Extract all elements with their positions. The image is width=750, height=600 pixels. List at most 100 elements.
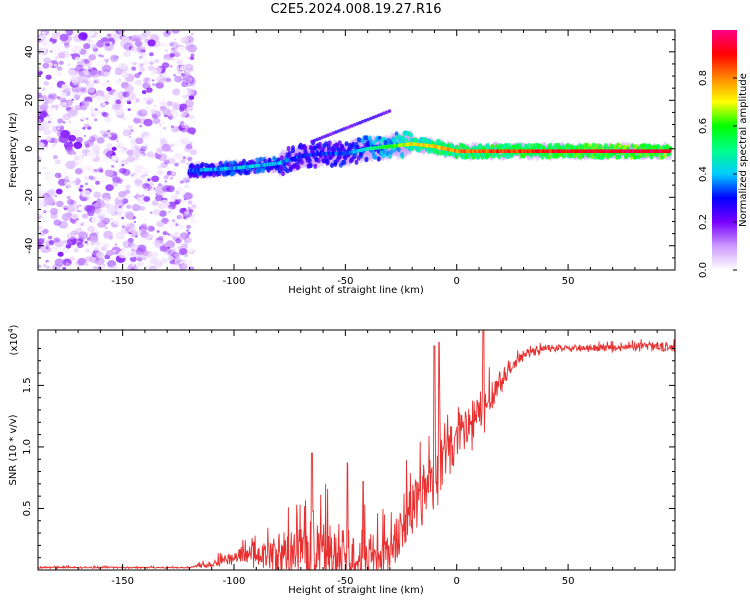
noise-blob	[143, 218, 149, 223]
noise-blob	[172, 88, 181, 96]
snr-x-ticks: -150 -100 -50 0 50	[55, 330, 658, 587]
ridge-cell	[404, 137, 409, 143]
noise-blob	[151, 200, 159, 206]
ridge-cell	[400, 152, 405, 158]
noise-blob	[38, 44, 42, 49]
noise-blob	[120, 159, 129, 166]
noise-blob	[111, 68, 115, 71]
noise-blob	[148, 265, 157, 270]
noise-blob	[136, 260, 144, 267]
noise-blob	[106, 33, 112, 38]
noise-blob	[170, 143, 175, 147]
noise-blob	[95, 95, 103, 102]
noise-blob	[128, 135, 132, 139]
noise-blob	[179, 189, 187, 195]
noise-blob	[56, 200, 64, 208]
noise-blob	[115, 231, 125, 240]
noise-blob	[183, 259, 193, 267]
colorbar-tick-label: 0.0	[698, 262, 709, 278]
noise-blob	[187, 198, 196, 206]
noise-blob	[38, 225, 43, 230]
noise-blob	[110, 134, 118, 141]
noise-blob	[56, 66, 63, 71]
noise-blob	[151, 69, 159, 75]
ridge-cell	[364, 156, 369, 163]
noise-blob	[174, 231, 180, 237]
noise-blob	[118, 250, 128, 259]
colorbar-tick-label: 0.8	[698, 70, 709, 86]
noise-blob	[83, 59, 90, 64]
noise-blob	[136, 45, 146, 54]
noise-blob	[72, 248, 76, 252]
noise-blob	[167, 233, 171, 236]
noise-blob	[162, 126, 167, 130]
noise-blob	[108, 115, 112, 119]
noise-blob	[137, 190, 144, 196]
noise-blob	[38, 184, 46, 193]
noise-blob	[53, 142, 57, 146]
noise-blob	[151, 227, 155, 231]
noise-blob	[45, 74, 52, 80]
spectrogram-xtick-label: 0	[454, 276, 460, 287]
noise-blob	[163, 175, 169, 180]
noise-blob	[66, 39, 70, 43]
harmonic-cell	[331, 131, 336, 135]
noise-blob	[41, 238, 45, 241]
noise-blob	[176, 59, 184, 65]
noise-blob	[152, 83, 156, 87]
noise-blob	[86, 198, 91, 202]
noise-blob	[184, 192, 194, 200]
noise-blob	[91, 144, 101, 153]
ridge-cell	[622, 144, 627, 150]
noise-blob	[64, 140, 68, 144]
noise-blob	[51, 137, 58, 144]
noise-blob	[78, 32, 88, 41]
noise-blob	[93, 51, 98, 55]
noise-blob	[149, 102, 158, 110]
noise-blob	[125, 184, 131, 190]
ridge-cell	[279, 155, 284, 161]
ridge-cell	[632, 154, 637, 160]
noise-blob	[116, 178, 123, 184]
ridge-cell	[291, 145, 295, 151]
noise-blob	[130, 46, 137, 53]
ridge-cell	[485, 142, 490, 149]
noise-blob	[178, 199, 182, 202]
noise-blob	[180, 122, 189, 129]
noise-blob	[66, 180, 70, 183]
ridge-cell	[333, 161, 338, 167]
noise-blob	[65, 87, 71, 92]
noise-blob	[55, 55, 59, 59]
ridge-cell	[591, 142, 596, 148]
snr-xtick-label: -100	[223, 576, 246, 587]
noise-blob	[74, 168, 83, 175]
noise-blob	[99, 64, 109, 73]
ridge-cell	[308, 162, 313, 169]
harmonic-cell	[334, 130, 338, 134]
spectrogram-panel: -150 -100 -50 0 50 -40 -20 0 20 40 Height of str…	[8, 29, 676, 296]
noise-blob	[123, 42, 134, 51]
noise-blob	[42, 94, 48, 100]
ridge-cell	[337, 140, 342, 146]
noise-blob	[131, 66, 137, 71]
spectrogram-ytick-label: -40	[24, 238, 35, 254]
noise-blob	[95, 141, 102, 147]
ridge-cell	[327, 140, 332, 146]
noise-blob	[73, 94, 81, 100]
harmonic-cell	[360, 119, 365, 124]
noise-blob	[89, 235, 99, 243]
noise-blob	[59, 33, 69, 42]
noise-blob	[156, 220, 165, 228]
spectrogram-ytick-label: -20	[24, 189, 35, 205]
noise-blob	[179, 103, 188, 110]
noise-blob	[45, 136, 52, 141]
noise-blob	[50, 166, 57, 172]
ridge-cell	[450, 143, 455, 149]
noise-blob	[137, 210, 148, 219]
noise-blob	[38, 156, 41, 160]
noise-blob	[66, 195, 71, 200]
noise-blob	[158, 210, 167, 217]
noise-blob	[154, 185, 165, 194]
ridge-cell	[595, 143, 599, 149]
